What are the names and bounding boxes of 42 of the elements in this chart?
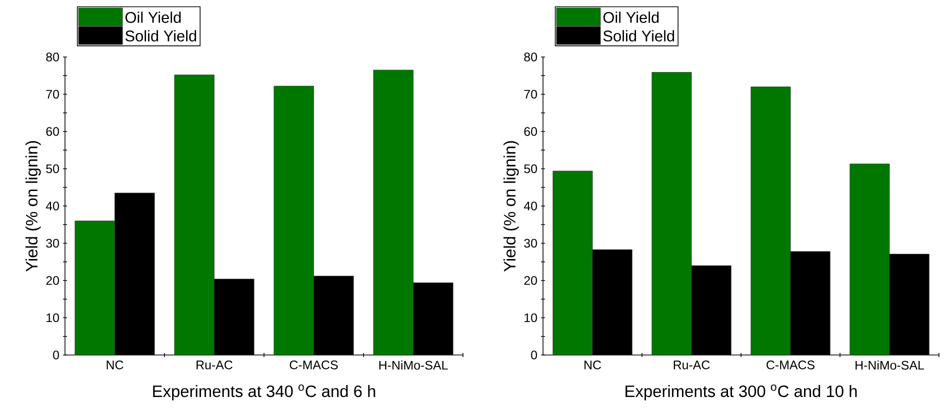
x-tick-label: NC: [106, 360, 124, 370]
y-tick-label: 30: [524, 238, 537, 248]
y-tick-label: 0: [531, 350, 538, 360]
y-tick-label: 50: [524, 164, 537, 174]
x-tick-label: H-NiMo-SAL: [856, 360, 924, 370]
bar: [750, 86, 791, 355]
legend-label: Oil Yield: [125, 12, 181, 23]
y-tick-label: 70: [524, 90, 537, 99]
x-axis-title: Experiments at 340 $^{o}$C and 6 h: [153, 384, 376, 400]
x-tick-label: Ru-AC: [674, 360, 710, 370]
y-axis-title: Yield (% on lignin): [25, 141, 41, 272]
bar: [274, 86, 314, 355]
y-tick-label: 60: [524, 127, 537, 136]
y-tick-label: 80: [524, 52, 537, 62]
y-tick-label: 50: [46, 164, 59, 174]
x-tick-label: Ru-AC: [196, 360, 232, 370]
bar: [74, 220, 115, 355]
bar: [652, 72, 692, 355]
bar: [373, 70, 414, 355]
legend-label: Oil Yield: [603, 12, 659, 23]
x-tick-label: NC: [584, 360, 602, 370]
bar: [552, 170, 593, 355]
y-tick-label: 80: [46, 52, 59, 62]
y-tick-label: 40: [46, 202, 59, 210]
x-tick-label: H-NiMo-SAL: [379, 360, 448, 370]
x-tick-label: C-MACS: [290, 360, 338, 370]
y-axis-title: Yield (% on lignin): [503, 141, 519, 272]
bar: [174, 74, 214, 355]
y-tick-label: 60: [46, 127, 59, 136]
y-tick-label: 70: [46, 90, 59, 99]
bar: [850, 164, 890, 355]
legend-label: Solid Yield: [125, 30, 196, 42]
y-tick-label: 30: [46, 238, 59, 248]
y-tick-label: 0: [53, 350, 59, 360]
y-tick-label: 40: [524, 202, 537, 210]
y-tick-label: 20: [46, 276, 59, 285]
y-tick-label: 10: [46, 313, 59, 322]
legend-label: Solid Yield: [603, 30, 674, 42]
x-tick-label: C-MACS: [766, 360, 814, 370]
y-tick-label: 20: [524, 276, 537, 285]
y-tick-label: 10: [524, 313, 537, 322]
x-axis-title: Experiments at 300 $^{o}$C and 10 h: [626, 384, 857, 400]
